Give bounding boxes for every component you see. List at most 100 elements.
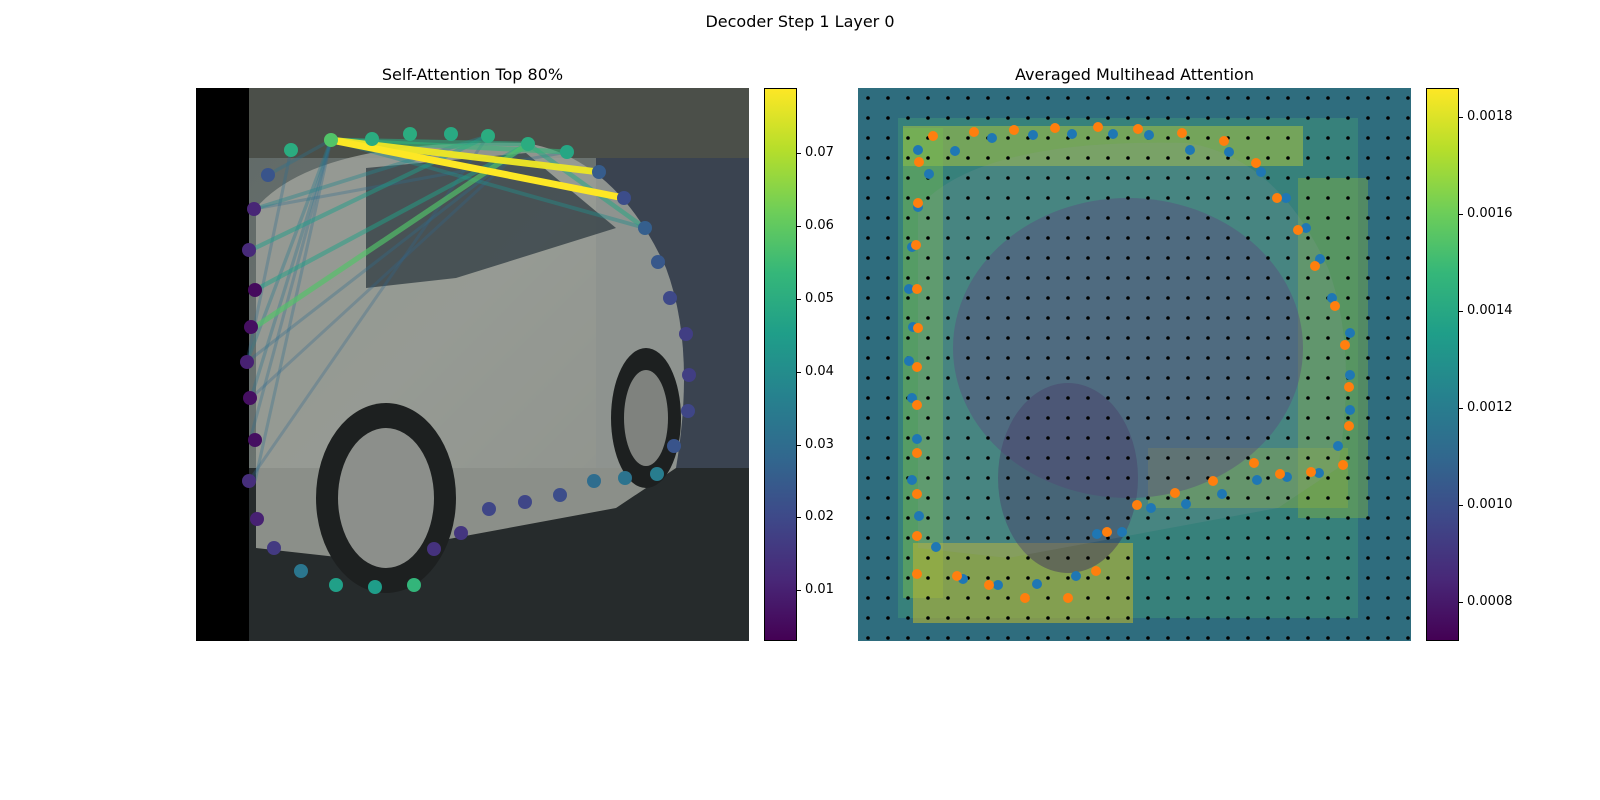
colorbar-tickmark-3 [1459, 311, 1463, 312]
grid-point-230 [986, 256, 990, 260]
grid-point-253 [886, 276, 890, 280]
reference-point-8 [1251, 158, 1261, 168]
grid-point-241 [1206, 256, 1210, 260]
grid-point-661 [1206, 556, 1210, 560]
grid-point-371 [1006, 356, 1010, 360]
grid-point-324 [1186, 316, 1190, 320]
grid-point-753 [1366, 616, 1370, 620]
grid-point-555 [1326, 476, 1330, 480]
grid-point-137 [1366, 176, 1370, 180]
grid-point-507 [926, 456, 930, 460]
reference-point-7 [1219, 136, 1229, 146]
grid-point-585 [1366, 496, 1370, 500]
grid-point-128 [1186, 176, 1190, 180]
grid-point-465 [1206, 416, 1210, 420]
grid-point-25 [1366, 96, 1370, 100]
grid-point-646 [906, 556, 910, 560]
predicted-point-0 [913, 145, 923, 155]
query-point-3 [444, 127, 458, 141]
grid-point-582 [1306, 496, 1310, 500]
grid-point-164 [1346, 196, 1350, 200]
reference-point-20 [1208, 476, 1218, 486]
grid-point-573 [1126, 496, 1130, 500]
query-point-1 [365, 132, 379, 146]
grid-point-644 [866, 556, 870, 560]
grid-point-548 [1186, 476, 1190, 480]
attention-edge-14 [526, 142, 647, 230]
predicted-point-15 [1345, 370, 1355, 380]
grid-point-210 [1146, 236, 1150, 240]
grid-point-7 [1006, 96, 1010, 100]
colorbar-tickmark-4 [797, 299, 801, 300]
grid-point-446 [1386, 396, 1390, 400]
grid-point-749 [1286, 616, 1290, 620]
grid-point-736 [1026, 616, 1030, 620]
grid-point-694 [1306, 576, 1310, 580]
grid-point-166 [1386, 196, 1390, 200]
reference-point-22 [1132, 500, 1142, 510]
grid-point-150 [1066, 196, 1070, 200]
grid-point-121 [1046, 176, 1050, 180]
predicted-point-30 [931, 542, 941, 552]
grid-point-287 [1006, 296, 1010, 300]
grid-point-365 [886, 356, 890, 360]
grid-point-158 [1226, 196, 1230, 200]
grid-point-27 [1406, 96, 1410, 100]
right-panel-title: Averaged Multihead Attention [1015, 65, 1254, 84]
predicted-point-4 [1067, 129, 1077, 139]
grid-point-201 [966, 236, 970, 240]
grid-point-355 [1246, 336, 1250, 340]
grid-point-713 [1126, 596, 1130, 600]
grid-point-104 [1266, 156, 1270, 160]
grid-point-752 [1346, 616, 1350, 620]
grid-point-626 [1066, 536, 1070, 540]
grid-point-90 [986, 156, 990, 160]
grid-point-151 [1086, 196, 1090, 200]
grid-point-408 [1186, 376, 1190, 380]
grid-point-347 [1086, 336, 1090, 340]
grid-point-391 [1406, 356, 1410, 360]
grid-point-334 [1386, 316, 1390, 320]
grid-point-43 [1166, 116, 1170, 120]
grid-point-484 [1026, 436, 1030, 440]
grid-point-31 [926, 116, 930, 120]
grid-point-409 [1206, 376, 1210, 380]
grid-point-19 [1246, 96, 1250, 100]
grid-point-517 [1126, 456, 1130, 460]
grid-point-18 [1226, 96, 1230, 100]
grid-point-100 [1186, 156, 1190, 160]
grid-point-717 [1206, 596, 1210, 600]
query-point-37 [247, 202, 261, 216]
grid-point-714 [1146, 596, 1150, 600]
grid-point-470 [1306, 416, 1310, 420]
grid-point-136 [1346, 176, 1350, 180]
query-point-17 [618, 471, 632, 485]
grid-point-672 [866, 576, 870, 580]
grid-point-320 [1106, 316, 1110, 320]
grid-point-350 [1146, 336, 1150, 340]
grid-point-616 [866, 536, 870, 540]
grid-point-453 [966, 416, 970, 420]
grid-point-376 [1106, 356, 1110, 360]
grid-point-593 [966, 516, 970, 520]
grid-point-495 [1246, 436, 1250, 440]
predicted-point-17 [1333, 441, 1343, 451]
predicted-point-13 [1327, 293, 1337, 303]
grid-point-181 [1126, 216, 1130, 220]
grid-point-617 [886, 536, 890, 540]
grid-point-281 [886, 296, 890, 300]
grid-point-394 [906, 376, 910, 380]
grid-point-61 [966, 136, 970, 140]
grid-point-460 [1106, 416, 1110, 420]
reference-point-28 [952, 571, 962, 581]
grid-point-500 [1346, 436, 1350, 440]
grid-point-67 [1086, 136, 1090, 140]
grid-point-53 [1366, 116, 1370, 120]
grid-point-378 [1146, 356, 1150, 360]
grid-point-478 [906, 436, 910, 440]
grid-point-138 [1386, 176, 1390, 180]
grid-point-83 [1406, 136, 1410, 140]
grid-point-706 [986, 596, 990, 600]
grid-point-666 [1306, 556, 1310, 560]
grid-point-209 [1126, 236, 1130, 240]
